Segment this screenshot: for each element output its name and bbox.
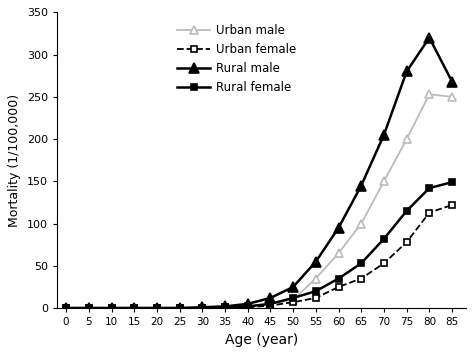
Line: Urban male: Urban male: [62, 90, 456, 312]
Line: Rural female: Rural female: [63, 179, 456, 312]
Urban female: [449, 203, 455, 207]
Urban male: [290, 297, 296, 302]
Urban female: [404, 240, 410, 244]
Urban male: [154, 306, 160, 310]
Rural female: [268, 302, 273, 306]
Rural female: [154, 306, 160, 310]
Urban female: [381, 261, 387, 266]
Rural female: [63, 306, 69, 310]
Rural male: [222, 304, 228, 308]
Rural male: [63, 306, 69, 310]
Rural female: [131, 306, 137, 310]
Y-axis label: Mortality (1/100,000): Mortality (1/100,000): [9, 94, 21, 227]
Urban female: [177, 306, 182, 310]
Rural female: [313, 289, 319, 293]
Rural female: [449, 180, 455, 184]
Rural female: [245, 304, 251, 308]
Rural male: [131, 306, 137, 310]
Urban female: [313, 296, 319, 300]
Rural female: [358, 261, 364, 266]
Urban male: [109, 306, 114, 310]
Urban female: [268, 304, 273, 308]
Rural male: [200, 305, 205, 309]
Urban female: [336, 285, 341, 289]
Urban male: [268, 302, 273, 306]
Urban male: [427, 92, 432, 97]
Rural female: [336, 277, 341, 281]
Rural male: [404, 69, 410, 73]
Line: Urban female: Urban female: [63, 202, 456, 312]
Urban male: [313, 277, 319, 281]
Urban male: [381, 179, 387, 184]
Urban female: [200, 306, 205, 310]
Rural female: [86, 306, 91, 310]
Urban female: [86, 306, 91, 310]
Rural female: [290, 296, 296, 300]
Urban male: [404, 137, 410, 141]
Urban female: [427, 211, 432, 215]
Urban female: [245, 305, 251, 309]
Urban female: [109, 306, 114, 310]
Rural male: [177, 306, 182, 310]
Rural male: [358, 184, 364, 188]
Rural female: [381, 237, 387, 241]
Rural male: [313, 260, 319, 264]
Urban male: [222, 305, 228, 309]
Rural male: [109, 306, 114, 310]
Urban female: [358, 277, 364, 281]
Rural male: [154, 306, 160, 310]
Rural male: [86, 306, 91, 310]
Urban male: [358, 222, 364, 226]
Urban female: [63, 306, 69, 310]
Line: Rural male: Rural male: [62, 33, 456, 313]
Rural male: [336, 226, 341, 230]
Urban female: [222, 305, 228, 309]
Urban male: [245, 304, 251, 308]
Rural female: [177, 306, 182, 310]
Urban female: [290, 300, 296, 304]
Rural female: [404, 209, 410, 213]
Urban male: [200, 306, 205, 310]
Rural male: [427, 36, 432, 40]
X-axis label: Age (year): Age (year): [225, 333, 298, 347]
Rural male: [268, 296, 273, 300]
Rural male: [449, 80, 455, 84]
Urban male: [449, 95, 455, 99]
Urban male: [63, 306, 69, 310]
Rural female: [222, 305, 228, 309]
Rural male: [290, 285, 296, 289]
Rural female: [200, 306, 205, 310]
Legend: Urban male, Urban female, Rural male, Rural female: Urban male, Urban female, Rural male, Ru…: [177, 24, 297, 94]
Rural male: [245, 302, 251, 306]
Rural male: [381, 133, 387, 137]
Urban female: [154, 306, 160, 310]
Rural female: [427, 186, 432, 190]
Rural female: [109, 306, 114, 310]
Urban male: [177, 306, 182, 310]
Urban male: [131, 306, 137, 310]
Urban male: [336, 251, 341, 255]
Urban female: [131, 306, 137, 310]
Urban male: [86, 306, 91, 310]
